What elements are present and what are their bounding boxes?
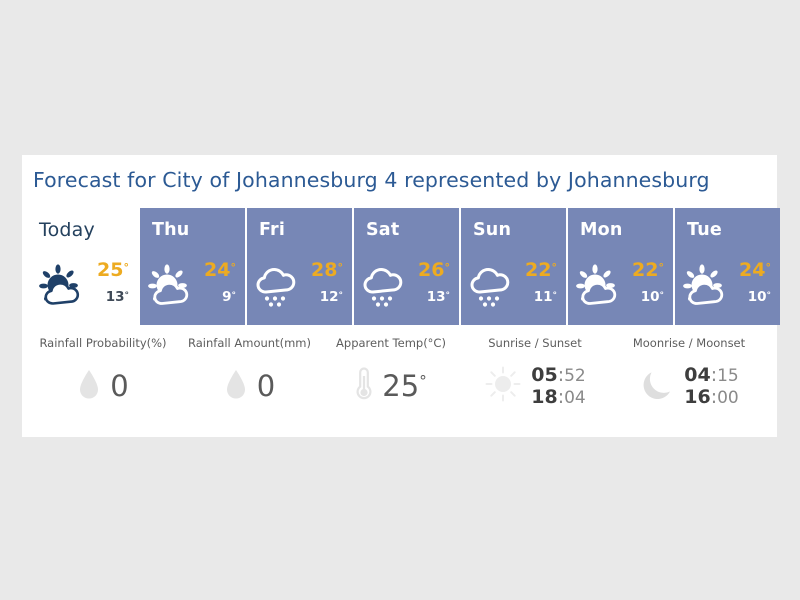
moonrise-moonset-times: 04:15 16:00 <box>684 364 739 409</box>
sunrise-sunset-label: Sunrise / Sunset <box>488 336 582 350</box>
sun-behind-cloud-icon <box>37 257 91 309</box>
sun-icon <box>484 365 522 407</box>
day-card-fri[interactable]: Fri 28° 12 <box>247 208 352 325</box>
rainfall-probability-label: Rainfall Probability(%) <box>39 336 167 350</box>
high-temperature: 25° <box>97 259 129 282</box>
rainfall-amount-label: Rainfall Amount(mm) <box>188 336 311 350</box>
rainfall-probability-value: 0 <box>110 368 129 403</box>
apparent-temp-value: 25° <box>382 368 427 403</box>
day-label: Thu <box>152 220 190 240</box>
sun-behind-cloud-icon <box>574 257 628 309</box>
high-temperature: 24° <box>739 259 771 282</box>
page-title: Forecast for City of Johannesburg 4 repr… <box>33 168 710 192</box>
high-temperature: 28° <box>311 259 343 282</box>
low-temperature: 10° <box>640 289 664 306</box>
sunrise-time: 05:52 <box>531 363 586 386</box>
day-card-tue[interactable]: Tue <box>675 208 780 325</box>
low-temperature: 9° <box>222 289 236 306</box>
rainfall-amount-value-cell: 0 <box>178 358 321 414</box>
moonrise-moonset-label: Moonrise / Moonset <box>632 336 746 350</box>
day-card-mon[interactable]: Mon <box>568 208 673 325</box>
day-label: Sat <box>366 220 400 240</box>
sunrise-sunset-value-cell: 05:52 18:04 <box>461 358 609 414</box>
detail-values-row: 0 0 25° <box>28 358 771 414</box>
day-card-today[interactable]: Today <box>28 208 138 325</box>
day-label: Today <box>39 219 95 241</box>
high-temperature: 22° <box>525 259 557 282</box>
high-temperature: 26° <box>418 259 450 282</box>
rainfall-probability-value-cell: 0 <box>28 358 178 414</box>
day-card-thu[interactable]: Thu <box>140 208 245 325</box>
cloud-drizzle-icon <box>467 257 521 309</box>
detail-labels-row: Rainfall Probability(%) Rainfall Amount(… <box>28 336 771 350</box>
low-temperature: 10° <box>747 289 771 306</box>
sun-behind-cloud-icon <box>146 257 200 309</box>
water-drop-icon <box>224 367 248 405</box>
low-temperature: 13° <box>105 289 129 306</box>
moonset-time: 16:00 <box>684 386 739 408</box>
sunset-time: 18:04 <box>531 386 586 408</box>
high-temperature: 22° <box>632 259 664 282</box>
low-temperature: 12° <box>319 289 343 306</box>
apparent-temp-value-cell: 25° <box>321 358 461 414</box>
sunrise-sunset-times: 05:52 18:04 <box>531 364 586 409</box>
thermometer-icon <box>355 365 373 407</box>
day-label: Fri <box>259 220 286 240</box>
day-label: Tue <box>687 220 722 240</box>
day-label: Sun <box>473 220 512 240</box>
sun-behind-cloud-icon <box>681 257 735 309</box>
forecast-panel: Forecast for City of Johannesburg 4 repr… <box>22 155 780 437</box>
day-label: Mon <box>580 220 623 240</box>
crescent-moon-icon <box>639 365 675 407</box>
cloud-drizzle-icon <box>253 257 307 309</box>
moonrise-moonset-value-cell: 04:15 16:00 <box>609 358 769 414</box>
moonrise-time: 04:15 <box>684 363 739 386</box>
rainfall-amount-value: 0 <box>256 368 276 403</box>
cloud-drizzle-icon <box>360 257 414 309</box>
daily-forecast-strip: Today <box>28 208 780 325</box>
day-card-sat[interactable]: Sat 26° 13 <box>354 208 459 325</box>
low-temperature: 11° <box>533 289 557 306</box>
water-drop-icon <box>77 367 101 405</box>
apparent-temp-label: Apparent Temp(°C) <box>336 336 446 350</box>
day-card-sun[interactable]: Sun 22° 11 <box>461 208 566 325</box>
high-temperature: 24° <box>204 259 236 282</box>
low-temperature: 13° <box>426 289 450 306</box>
